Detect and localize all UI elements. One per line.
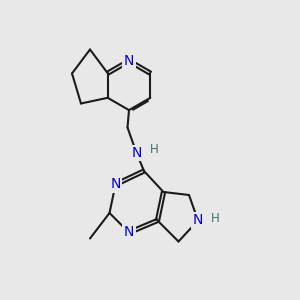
Text: H: H <box>149 143 158 156</box>
Text: N: N <box>131 146 142 160</box>
Text: N: N <box>124 54 134 68</box>
Text: N: N <box>110 178 121 191</box>
Text: N: N <box>193 214 203 227</box>
Text: H: H <box>211 212 220 225</box>
Text: N: N <box>124 226 134 239</box>
